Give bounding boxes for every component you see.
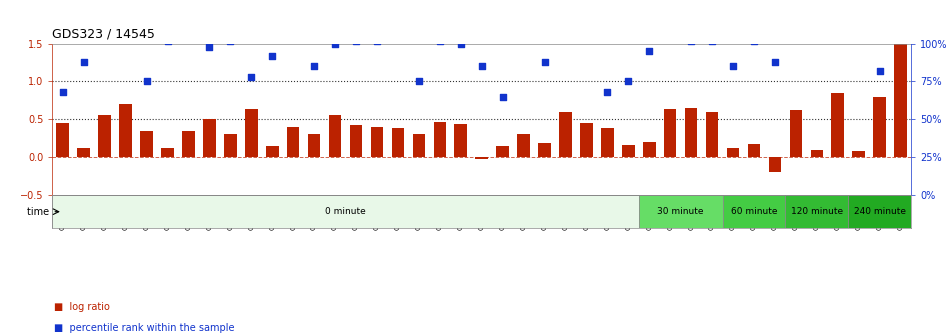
Text: time: time [27,207,52,217]
Bar [287,127,300,157]
Text: 120 minute: 120 minute [790,207,843,216]
Point [160,38,175,43]
Bar [789,110,802,157]
Point [851,34,866,39]
Point [285,8,301,13]
Text: 240 minute: 240 minute [854,207,905,216]
Point [621,79,636,84]
Bar [77,148,90,157]
Point [55,89,70,95]
Bar [52,195,639,228]
Text: 0 minute: 0 minute [325,207,366,216]
Point [495,94,511,99]
Point [684,38,699,43]
Point [537,59,553,65]
Point [369,38,384,43]
Text: GDS323 / 14545: GDS323 / 14545 [52,27,155,40]
Point [223,38,238,43]
Bar [639,195,723,228]
Point [558,8,573,13]
Bar [601,128,613,157]
Point [202,44,217,49]
Bar [622,145,634,157]
Bar [664,110,676,157]
Point [705,38,720,43]
Point [788,18,804,24]
Bar [455,124,467,157]
Point [432,38,447,43]
Text: ■  log ratio: ■ log ratio [54,302,110,312]
Point [809,23,825,28]
Bar [204,119,216,157]
Point [663,8,678,13]
Bar [350,125,362,157]
Bar [245,110,258,157]
Point [181,23,196,28]
Bar [413,134,425,157]
Bar [224,134,237,157]
Bar [559,112,572,157]
Point [830,8,845,13]
Bar [98,116,111,157]
Bar [580,123,592,157]
Point [139,79,154,84]
Point [243,74,259,80]
Bar [434,122,446,157]
Bar [685,108,697,157]
Point [264,53,280,58]
Point [327,41,342,46]
Bar [747,144,760,157]
Bar [810,150,823,157]
Bar [392,128,404,157]
Point [348,38,363,43]
Bar [852,151,865,157]
Text: 30 minute: 30 minute [657,207,704,216]
Bar [141,131,153,157]
Bar [786,195,848,228]
Bar [162,148,174,157]
Bar [643,142,655,157]
Point [747,38,762,43]
Bar [706,112,718,157]
Bar [371,127,383,157]
Bar [727,148,739,157]
Bar [329,116,341,157]
Point [453,41,468,46]
Point [475,64,490,69]
Point [516,14,532,19]
Bar [768,157,781,172]
Bar [476,157,488,159]
Point [118,0,133,4]
Point [97,14,112,19]
Point [600,89,615,95]
Bar [848,195,911,228]
Point [767,59,783,65]
Bar [538,143,551,157]
Point [579,29,594,34]
Bar [517,134,530,157]
Bar [183,131,195,157]
Bar [723,195,786,228]
Bar [831,93,844,157]
Point [726,64,741,69]
Point [76,59,91,65]
Point [306,64,321,69]
Bar [496,146,509,157]
Bar [894,44,907,157]
Bar [119,104,132,157]
Bar [308,134,320,157]
Bar [873,97,886,157]
Text: 60 minute: 60 minute [730,207,777,216]
Text: ■  percentile rank within the sample: ■ percentile rank within the sample [54,323,235,333]
Point [411,79,426,84]
Point [872,68,887,74]
Bar [266,146,279,157]
Bar [56,123,69,157]
Point [390,14,405,19]
Point [642,49,657,54]
